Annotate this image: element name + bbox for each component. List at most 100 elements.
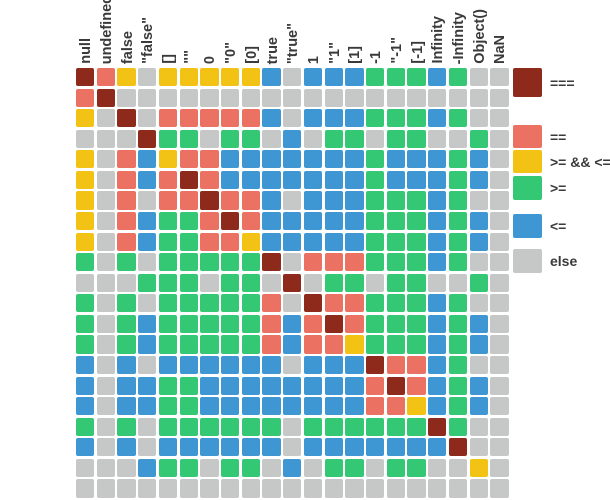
matrix-cell xyxy=(490,438,509,457)
matrix-cell xyxy=(76,417,95,436)
matrix-cell xyxy=(262,211,281,231)
legend-swatch-4 xyxy=(513,214,542,238)
matrix-cell xyxy=(407,397,426,416)
matrix-cell xyxy=(386,314,405,334)
matrix-cell xyxy=(428,129,447,148)
matrix-cell xyxy=(262,273,281,292)
matrix-cell xyxy=(490,273,509,292)
legend-swatch-1 xyxy=(513,125,542,148)
col-header-text: "0" xyxy=(223,42,240,64)
matrix-cell xyxy=(428,479,447,498)
matrix-cell xyxy=(469,109,488,128)
matrix-cell xyxy=(324,335,343,354)
row-labels xyxy=(0,68,71,500)
matrix-cell xyxy=(158,355,178,375)
matrix-cell xyxy=(138,335,157,354)
matrix-cell xyxy=(303,170,323,190)
matrix-cell xyxy=(76,458,95,478)
matrix-cell xyxy=(448,150,468,169)
matrix-cell xyxy=(428,88,447,107)
matrix-cell xyxy=(448,355,468,375)
matrix-cell xyxy=(448,314,468,334)
row-label-12 xyxy=(0,315,71,336)
matrix-cell xyxy=(469,170,488,190)
matrix-cell xyxy=(158,211,178,231)
matrix-cell xyxy=(241,273,260,292)
matrix-cell xyxy=(283,253,302,272)
matrix-cell xyxy=(448,211,468,231)
matrix-cell xyxy=(220,438,240,457)
matrix-cell xyxy=(200,191,219,210)
matrix-cell xyxy=(179,294,198,313)
matrix-cell xyxy=(428,232,447,251)
matrix-cell xyxy=(262,438,281,457)
matrix-cell xyxy=(200,150,219,169)
matrix-cell xyxy=(179,438,198,457)
matrix-cell xyxy=(448,458,468,478)
matrix-cell xyxy=(283,211,302,231)
matrix-cell xyxy=(469,232,488,251)
matrix-cell xyxy=(76,253,95,272)
matrix-cell xyxy=(324,458,343,478)
matrix-cell xyxy=(220,458,240,478)
matrix-cell xyxy=(283,129,302,148)
matrix-cell xyxy=(303,314,323,334)
matrix-cell xyxy=(200,355,219,375)
matrix-cell xyxy=(386,129,405,148)
matrix-cell xyxy=(345,109,364,128)
matrix-cell xyxy=(262,191,281,210)
matrix-cell xyxy=(428,170,447,190)
matrix-cell xyxy=(303,129,323,148)
matrix-cell xyxy=(386,335,405,354)
matrix-cell xyxy=(490,355,509,375)
col-header-text: 0 xyxy=(202,55,219,64)
matrix-cell xyxy=(158,273,178,292)
matrix-cell xyxy=(490,458,509,478)
matrix-cell xyxy=(117,314,136,334)
matrix-cell xyxy=(158,479,178,498)
row-label-5 xyxy=(0,171,71,192)
matrix-cell xyxy=(490,191,509,210)
matrix-cell xyxy=(303,294,323,313)
matrix-cell xyxy=(179,376,198,395)
matrix-cell xyxy=(96,417,115,436)
matrix-cell xyxy=(158,109,178,128)
matrix-cell xyxy=(200,376,219,395)
matrix-cell xyxy=(324,68,343,87)
matrix-cell xyxy=(158,150,178,169)
matrix-cell xyxy=(428,150,447,169)
matrix-cell xyxy=(303,88,323,107)
col-header-10: "true" xyxy=(283,0,304,64)
matrix-cell xyxy=(220,191,240,210)
matrix-cell xyxy=(220,232,240,251)
row-label-14 xyxy=(0,356,71,377)
matrix-cell xyxy=(365,109,385,128)
matrix-cell xyxy=(241,170,260,190)
matrix-cell xyxy=(386,438,405,457)
matrix-cell xyxy=(138,294,157,313)
matrix-cell xyxy=(365,355,385,375)
matrix-cell xyxy=(138,314,157,334)
matrix-cell xyxy=(469,191,488,210)
matrix-cell xyxy=(386,88,405,107)
matrix-cell xyxy=(448,438,468,457)
row-label-17 xyxy=(0,418,71,439)
matrix-cell xyxy=(179,170,198,190)
legend-item-0: === xyxy=(513,68,610,97)
legend-swatch-5 xyxy=(513,249,542,273)
matrix-cell xyxy=(96,211,115,231)
matrix-cell xyxy=(428,68,447,87)
matrix-cell xyxy=(262,232,281,251)
matrix-cell xyxy=(179,253,198,272)
matrix-cell xyxy=(158,232,178,251)
matrix-cell xyxy=(220,294,240,313)
matrix-cell xyxy=(117,109,136,128)
matrix-cell xyxy=(179,417,198,436)
matrix-cell xyxy=(386,253,405,272)
matrix-cell xyxy=(76,232,95,251)
matrix-cell xyxy=(200,417,219,436)
matrix-cell xyxy=(365,191,385,210)
matrix-cell xyxy=(490,479,509,498)
matrix-cell xyxy=(241,294,260,313)
row-label-2 xyxy=(0,109,71,130)
